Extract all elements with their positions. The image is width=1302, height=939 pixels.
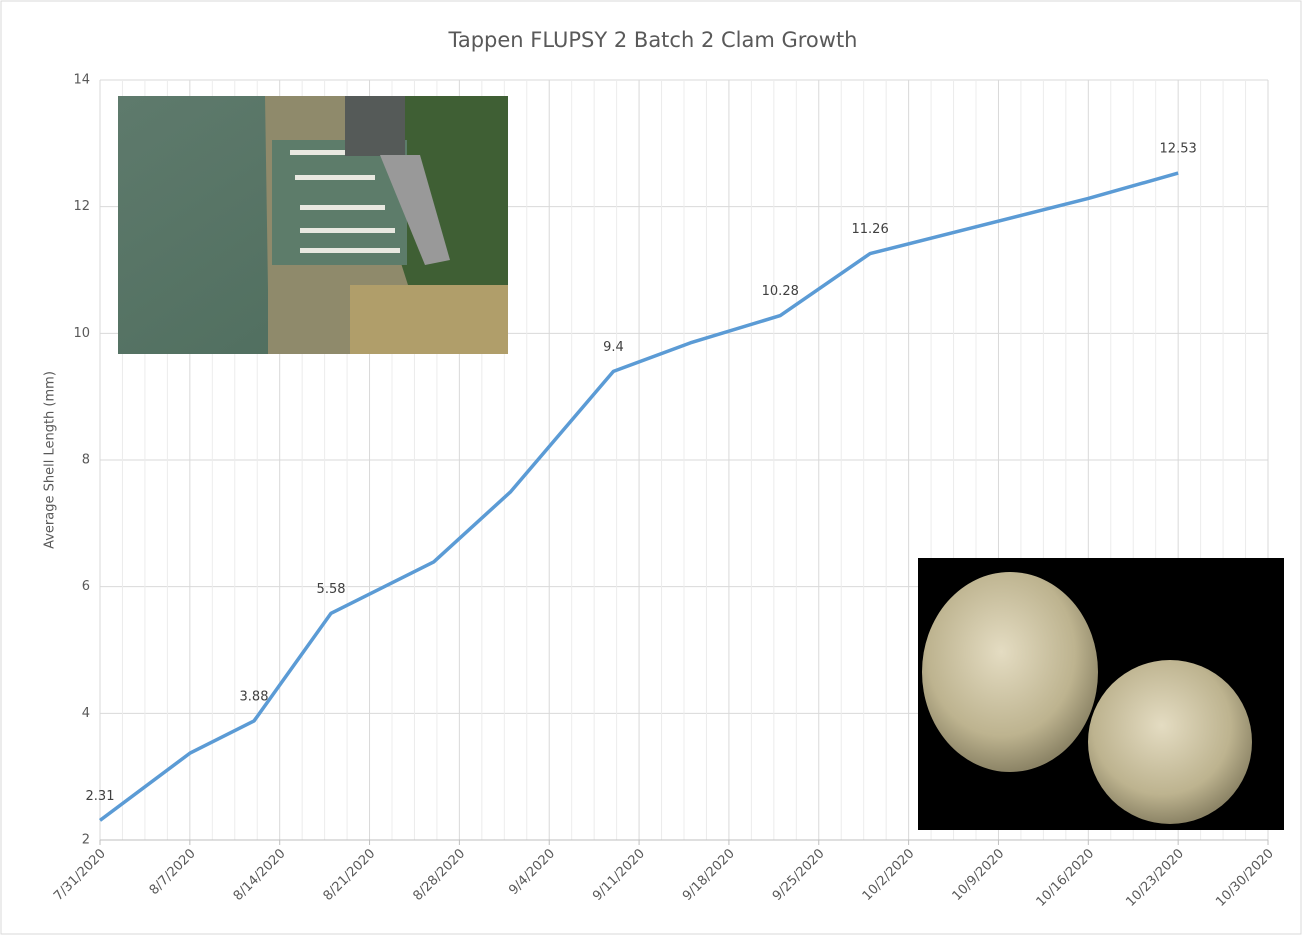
y-tick-label: 8 [82, 453, 90, 468]
y-tick-label: 2 [82, 833, 90, 848]
y-tick-label: 4 [82, 706, 90, 721]
y-tick-label: 12 [73, 199, 90, 214]
data-label: 3.88 [240, 689, 269, 704]
data-label: 11.26 [852, 222, 889, 237]
y-axis-label: Average Shell Length (mm) [43, 371, 58, 549]
data-label: 9.4 [603, 340, 624, 355]
clam-photo [918, 558, 1284, 830]
data-line [98, 171, 1179, 822]
data-label: 12.53 [1160, 142, 1197, 157]
data-label: 2.31 [86, 789, 115, 804]
chart-title: Tappen FLUPSY 2 Batch 2 Clam Growth [447, 28, 857, 52]
data-label: 10.28 [762, 284, 799, 299]
harbor-photo [118, 96, 508, 354]
data: 2.31 3.88 5.58 9.4 10.28 11.26 12.53 [86, 142, 1197, 822]
y-tick-label: 10 [73, 326, 90, 341]
data-label: 5.58 [317, 582, 346, 597]
y-tick-label: 14 [73, 73, 90, 88]
y-tick-label: 6 [82, 579, 90, 594]
